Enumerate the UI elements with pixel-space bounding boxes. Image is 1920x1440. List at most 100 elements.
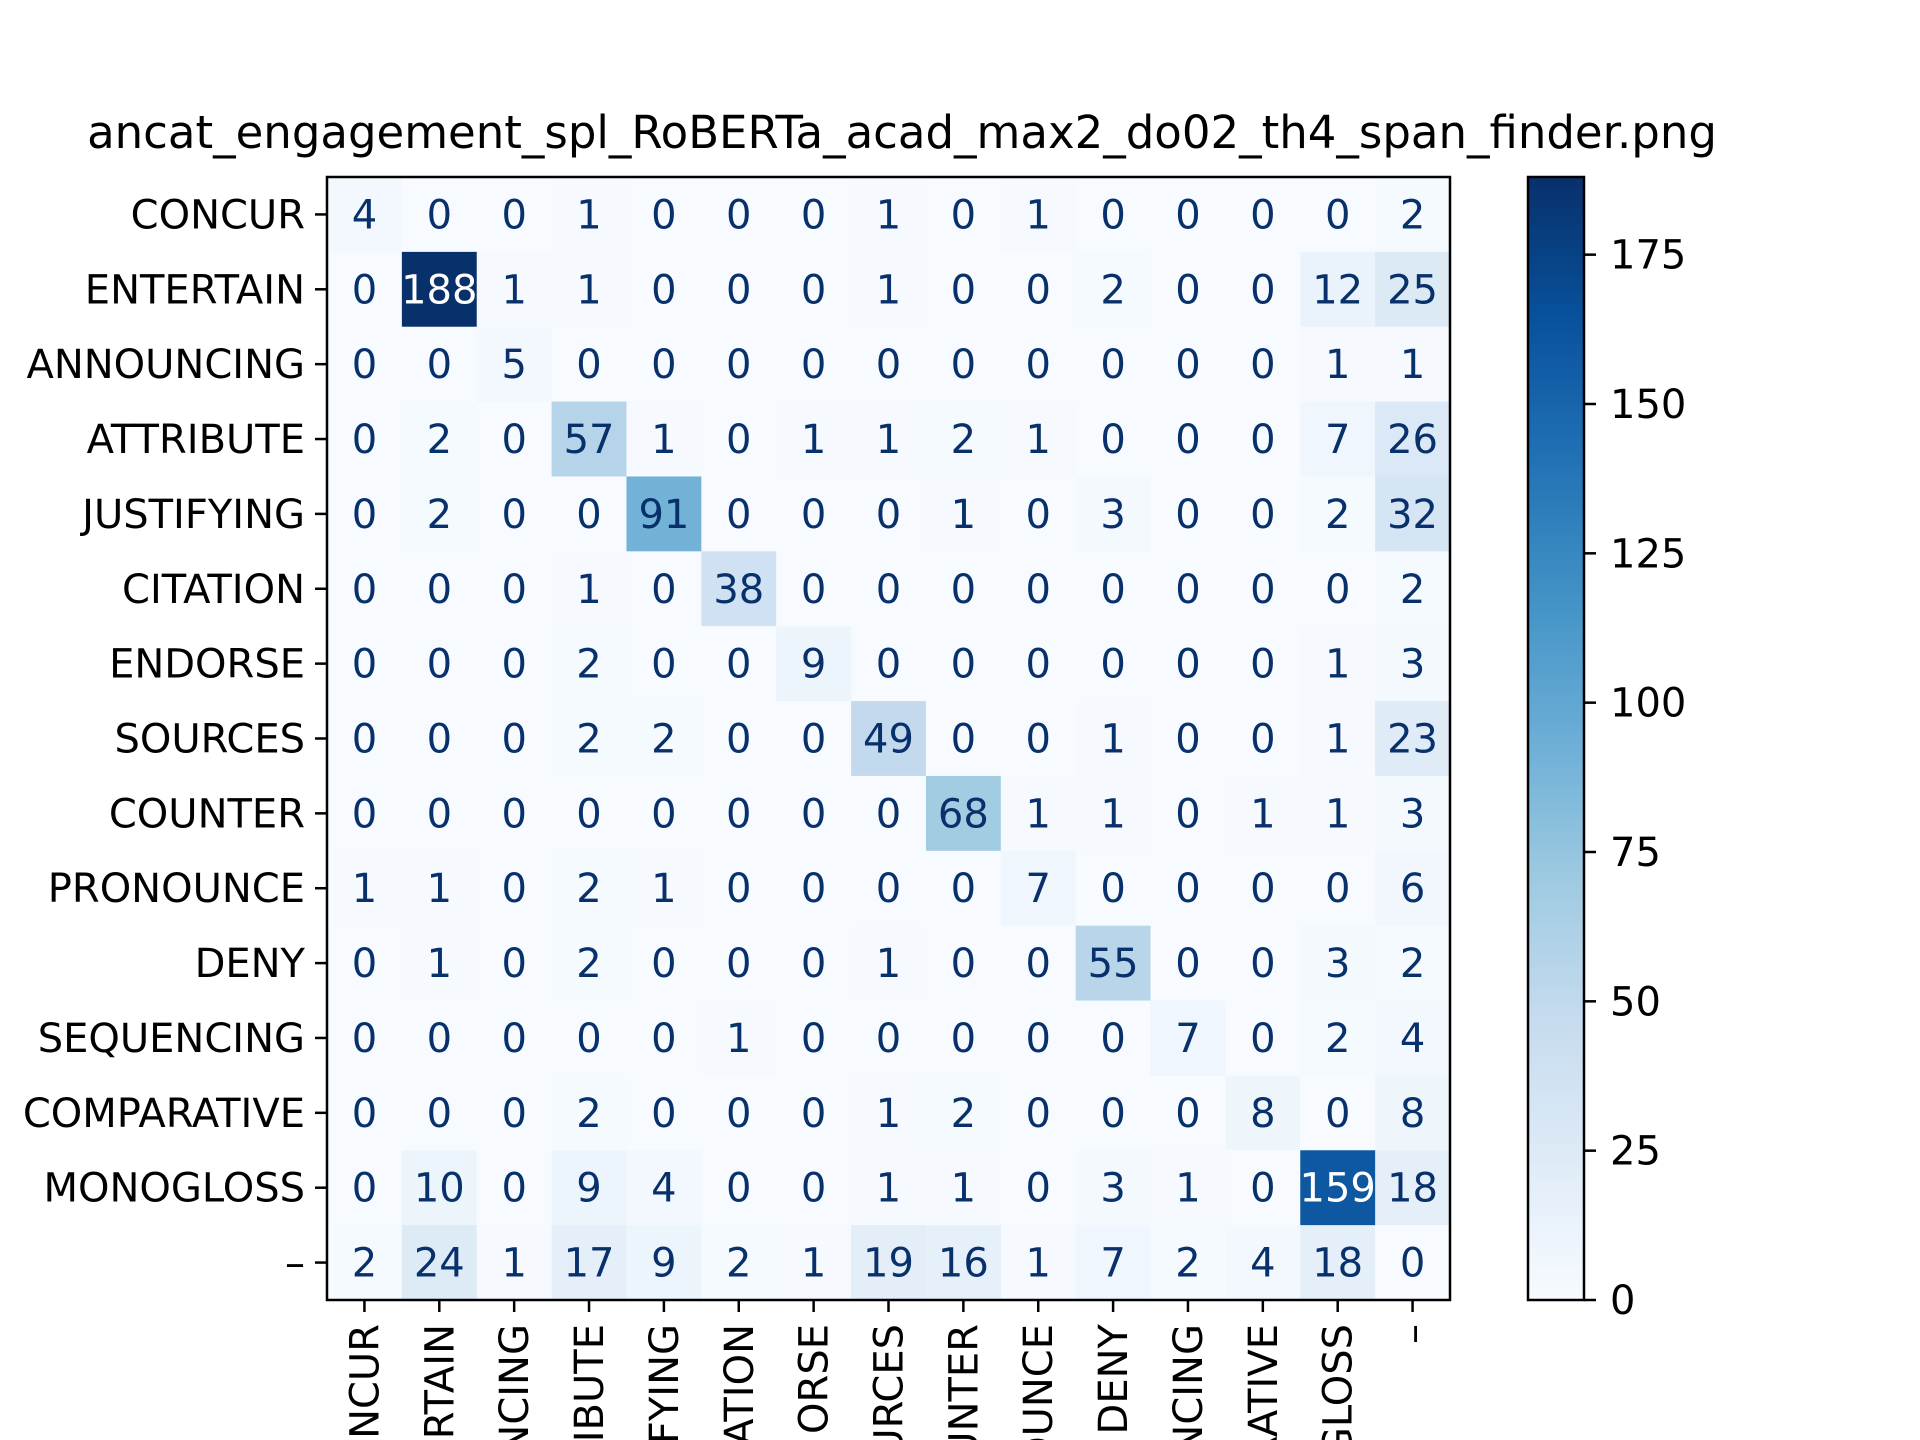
cell-value-label: 0 <box>501 642 526 688</box>
cell-value-label: 0 <box>1250 1166 1275 1212</box>
cell-value-label: 0 <box>651 267 676 313</box>
heatmap-cell <box>476 701 553 777</box>
cell-value-label: 9 <box>576 1166 601 1212</box>
heatmap-cell <box>476 1225 553 1301</box>
heatmap-cell <box>327 701 403 777</box>
cell-value-label: 2 <box>352 1241 377 1287</box>
cell-value-label: 2 <box>726 1241 751 1287</box>
heatmap-cell <box>1225 1000 1301 1076</box>
cell-value-label: 12 <box>1312 267 1363 313</box>
heatmap-cell <box>925 1150 1002 1226</box>
heatmap-cell <box>551 1000 627 1076</box>
cell-value-label: 0 <box>951 267 976 313</box>
heatmap-cell <box>851 1150 927 1226</box>
heatmap-cell <box>1000 925 1077 1002</box>
heatmap-cell <box>401 251 478 328</box>
cell-value-label: 2 <box>576 642 601 688</box>
heatmap-cell <box>851 1075 927 1151</box>
heatmap-cell <box>701 476 777 552</box>
cell-value-label: 1 <box>1250 791 1275 837</box>
heatmap-cell <box>1300 1000 1376 1076</box>
heatmap-cell <box>401 326 478 403</box>
cell-value-label: 0 <box>801 342 826 388</box>
cell-value-label: 0 <box>576 342 601 388</box>
cell-value-label: 0 <box>726 791 751 837</box>
cell-value-label: 55 <box>1088 941 1139 987</box>
cell-value-label: 2 <box>427 492 452 538</box>
cell-value-label: 1 <box>352 866 377 912</box>
cell-value-label: 1 <box>1325 642 1350 688</box>
heatmap-cell <box>851 177 927 253</box>
heatmap-cell <box>701 177 777 253</box>
cell-value-label: 0 <box>801 492 826 538</box>
heatmap-cell <box>1300 177 1376 253</box>
heatmap-cell <box>776 401 852 477</box>
heatmap-cell <box>476 626 553 702</box>
heatmap-cell <box>401 1075 478 1151</box>
cell-value-label: 18 <box>1312 1241 1363 1287</box>
heatmap-cell <box>626 626 702 702</box>
heatmap-cell <box>476 1075 553 1151</box>
heatmap-cell <box>1375 775 1451 852</box>
cell-value-label: 0 <box>1250 717 1275 763</box>
y-tick-label: COMPARATIVE <box>23 1091 305 1137</box>
heatmap-cell <box>476 177 553 253</box>
heatmap-cell <box>476 326 553 403</box>
y-tick-label: CONCUR <box>131 192 305 238</box>
cell-value-label: 0 <box>1175 492 1200 538</box>
heatmap-cell <box>476 1000 553 1076</box>
heatmap-cell <box>1300 775 1376 852</box>
cell-value-label: 1 <box>876 417 901 463</box>
heatmap-cell <box>1225 1225 1301 1301</box>
cell-value-label: 1 <box>651 417 676 463</box>
heatmap-cell <box>1300 701 1376 777</box>
cell-value-label: 1 <box>576 567 601 613</box>
cell-value-label: 0 <box>576 791 601 837</box>
heatmap-cell <box>401 775 478 852</box>
cell-value-label: 0 <box>651 642 676 688</box>
y-tick-label: PRONOUNCE <box>48 866 305 912</box>
heatmap-cell <box>551 251 627 328</box>
x-tick-label: UNTER <box>941 1324 987 1440</box>
cell-value-label: 1 <box>1100 717 1125 763</box>
cell-value-label: 0 <box>1100 642 1125 688</box>
heatmap-cell <box>551 476 627 552</box>
cell-value-label: 0 <box>726 642 751 688</box>
cell-value-label: 2 <box>951 1091 976 1137</box>
heatmap-cell <box>1225 1150 1301 1226</box>
cell-value-label: 49 <box>863 717 914 763</box>
cell-value-label: 1 <box>726 1016 751 1062</box>
cell-value-label: 0 <box>1250 642 1275 688</box>
heatmap-cell <box>626 925 702 1002</box>
cell-value-label: 0 <box>1026 342 1051 388</box>
cell-value-label: 0 <box>726 941 751 987</box>
cell-value-label: 0 <box>1100 417 1125 463</box>
cell-value-label: 0 <box>726 417 751 463</box>
heatmap-cell <box>925 401 1002 477</box>
cell-value-label: 0 <box>427 1091 452 1137</box>
heatmap-cell <box>1300 850 1376 927</box>
heatmap-cell <box>1300 925 1376 1002</box>
heatmap-cell <box>1075 925 1152 1002</box>
heatmap-cell <box>925 177 1002 253</box>
heatmap-cell <box>1000 326 1077 403</box>
heatmap-cell <box>626 476 702 552</box>
cell-value-label: 2 <box>1100 267 1125 313</box>
cell-value-label: 0 <box>801 941 826 987</box>
cell-value-label: 0 <box>1250 492 1275 538</box>
x-tick-label: NCING <box>492 1324 538 1440</box>
cell-value-label: 0 <box>352 642 377 688</box>
cell-value-label: 0 <box>876 342 901 388</box>
cell-value-label: 0 <box>801 717 826 763</box>
cell-value-label: 0 <box>501 567 526 613</box>
heatmap-cell <box>1075 476 1152 552</box>
heatmap-cell <box>776 177 852 253</box>
y-tick-label: ANNOUNCING <box>26 342 305 388</box>
colorbar-tick-label: 50 <box>1610 979 1661 1025</box>
heatmap-cell <box>1375 1225 1451 1301</box>
heatmap-cell <box>1375 1075 1451 1151</box>
cell-value-label: 2 <box>576 866 601 912</box>
heatmap-cell <box>476 476 553 552</box>
cell-value-label: 38 <box>713 567 764 613</box>
heatmap-cell <box>1150 401 1226 477</box>
